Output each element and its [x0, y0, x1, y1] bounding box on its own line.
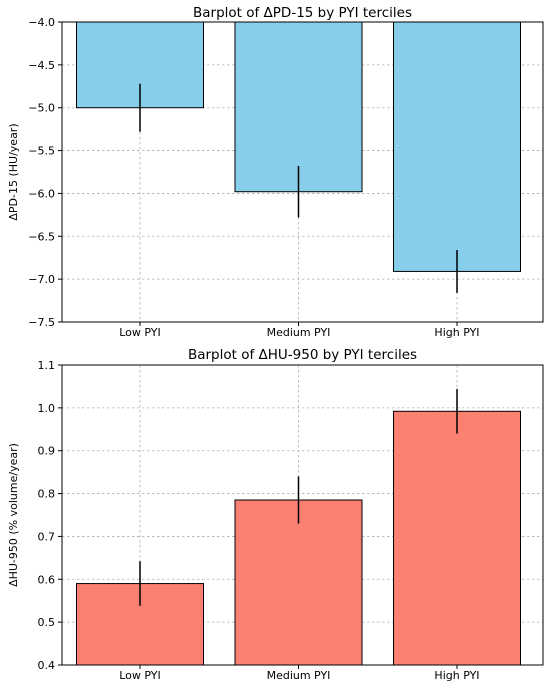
x-tick-label: Low PYI [119, 326, 161, 339]
x-tick-label: High PYI [434, 669, 479, 682]
y-tick-label: −6.5 [28, 230, 55, 243]
y-tick-label: 0.5 [38, 616, 56, 629]
y-tick-label: −5.5 [28, 145, 55, 158]
y-tick-label: 0.8 [38, 488, 56, 501]
y-tick-label: 0.9 [38, 445, 56, 458]
bar-medium-pyi [234, 21, 363, 193]
y-tick-label: −5.0 [28, 102, 55, 115]
chart-title: Barplot of ΔHU-950 by PYI terciles [188, 347, 417, 363]
y-tick-label: 1.1 [38, 359, 56, 372]
plot-frame [61, 21, 544, 323]
y-tick-label: 0.4 [38, 659, 56, 672]
chart-pd15: −7.5 −7.0 −6.5 −6.0 −5.5 −5.0 −4.5 −4.0 Low PYI M… [7, 5, 544, 339]
x-tick-label: Medium PYI [267, 326, 331, 339]
y-tick-label: 1.0 [38, 402, 56, 415]
y-axis-label: ΔHU-950 (% volume/year) [7, 443, 20, 587]
y-tick-label: −7.0 [28, 273, 55, 286]
bar-high-pyi [393, 410, 521, 666]
plot-frame [61, 364, 544, 666]
x-tick-label: Low PYI [119, 669, 161, 682]
chart-hu950: 0.4 0.5 0.6 0.7 0.8 0.9 1.0 1.1 Low PYI Medium PY… [7, 347, 544, 682]
y-tick-label: −4.0 [28, 16, 55, 29]
y-tick-label: 0.6 [38, 573, 56, 586]
y-tick-label: −6.0 [28, 187, 55, 200]
x-tick-label: High PYI [434, 326, 479, 339]
y-tick-label: −7.5 [28, 316, 55, 329]
y-tick-label: 0.7 [38, 530, 56, 543]
y-tick-label: −4.5 [28, 59, 55, 72]
chart-title: Barplot of ΔPD-15 by PYI terciles [193, 5, 412, 21]
bar-medium-pyi [234, 499, 363, 666]
x-tick-label: Medium PYI [267, 669, 331, 682]
bar-high-pyi [393, 21, 521, 272]
y-axis-label: ΔPD-15 (HU/year) [7, 123, 20, 220]
